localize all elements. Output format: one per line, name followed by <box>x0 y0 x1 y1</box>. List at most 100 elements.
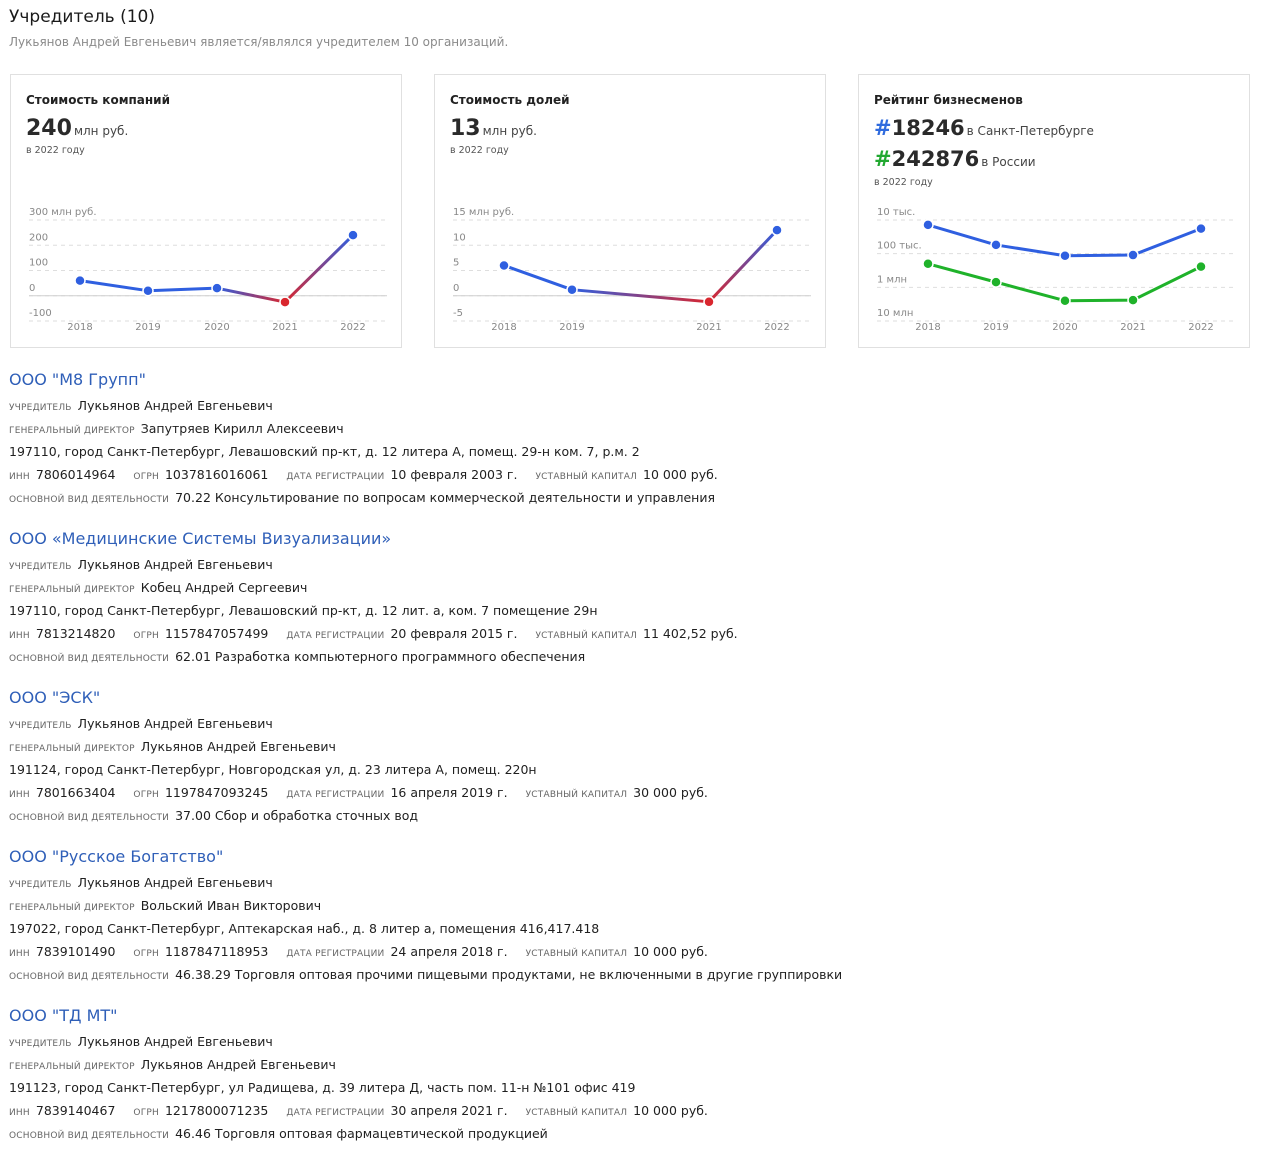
inn-value: 7801663404 <box>35 785 116 800</box>
activity-value: 37.00 Сбор и обработка сточных вод <box>175 808 418 823</box>
address-value: 197022, город Санкт-Петербург, Аптекарск… <box>9 921 600 936</box>
ogrn-value: 1197847093245 <box>164 785 269 800</box>
capital-label: уставный капитал <box>525 790 628 800</box>
address-row: 191124, город Санкт-Петербург, Новгородс… <box>9 758 1209 781</box>
company-name-link[interactable]: ООО «Медицинские Системы Визуализации» <box>9 529 392 548</box>
inn-label: инн <box>9 790 30 800</box>
address-row: 191123, город Санкт-Петербург, ул Радище… <box>9 1076 1209 1099</box>
capital-label: уставный капитал <box>525 949 628 959</box>
activity-row: основной вид деятельности 62.01 Разработк… <box>9 645 1209 668</box>
reg-date-label: дата регистрации <box>286 949 385 959</box>
founder-row: учредитель Лукьянов Андрей Евгеньевич <box>9 394 1209 417</box>
requisites-row: инн 7801663404 огрн 1197847093245 дата регис… <box>9 781 1209 804</box>
inn-label: инн <box>9 472 30 482</box>
activity-value: 46.38.29 Торговля оптовая прочими пищевы… <box>175 967 843 982</box>
capital-label: уставный капитал <box>535 631 638 641</box>
founder-value: Лукьянов Андрей Евгеньевич <box>77 398 273 413</box>
address-value: 191124, город Санкт-Петербург, Новгородс… <box>9 762 537 777</box>
activity-row: основной вид деятельности 46.46 Торговля … <box>9 1122 1209 1145</box>
ogrn-value: 1157847057499 <box>164 626 269 641</box>
y-tick-label: 100 тыс. <box>877 241 922 252</box>
reg-date-label: дата регистрации <box>286 1108 385 1118</box>
y-tick-label: -5 <box>453 308 463 319</box>
address-row: 197110, город Санкт-Петербург, Левашовск… <box>9 440 1209 463</box>
ogrn-label: огрн <box>133 949 159 959</box>
ogrn-label: огрн <box>133 1108 159 1118</box>
director-label: генеральный директор <box>9 744 135 754</box>
reg-date-value: 20 февраля 2015 г. <box>390 626 518 641</box>
director-label: генеральный директор <box>9 426 135 436</box>
series-line-segment <box>570 288 711 304</box>
founder-value: Лукьянов Андрей Евгеньевич <box>77 1034 273 1049</box>
founder-row: учредитель Лукьянов Андрей Евгеньевич <box>9 553 1209 576</box>
y-tick-label: 0 <box>29 283 35 294</box>
reg-date-label: дата регистрации <box>286 790 385 800</box>
director-value: Лукьянов Андрей Евгеньевич <box>140 1057 336 1072</box>
inn-value: 7839101490 <box>35 944 116 959</box>
reg-date-value: 24 апреля 2018 г. <box>390 944 508 959</box>
director-value: Кобец Андрей Сергеевич <box>140 580 308 595</box>
activity-label: основной вид деятельности <box>9 654 170 664</box>
x-tick-label: 2018 <box>67 322 92 333</box>
company-value-number: 240 <box>26 116 72 141</box>
data-point <box>211 282 223 294</box>
y-tick-label: 10 <box>453 232 466 243</box>
address-row: 197110, город Санкт-Петербург, Левашовск… <box>9 599 1209 622</box>
activity-row: основной вид деятельности 46.38.29 Торгов… <box>9 963 1209 986</box>
director-label: генеральный директор <box>9 903 135 913</box>
inn-label: инн <box>9 949 30 959</box>
director-value: Запутряев Кирилл Алексеевич <box>140 421 344 436</box>
ogrn-value: 1217800071235 <box>164 1103 269 1118</box>
data-point <box>1127 294 1139 306</box>
reg-date-value: 16 апреля 2019 г. <box>390 785 508 800</box>
y-tick-label: 15 млн руб. <box>453 207 514 218</box>
data-point <box>990 276 1002 288</box>
x-tick-label: 2021 <box>696 322 721 333</box>
share-value-number: 13 <box>450 116 481 141</box>
reg-date-label: дата регистрации <box>286 631 385 641</box>
company-name-link[interactable]: ООО "ЭСК" <box>9 688 101 707</box>
founder-value: Лукьянов Андрей Евгеньевич <box>77 716 273 731</box>
data-point <box>771 224 783 236</box>
activity-label: основной вид деятельности <box>9 972 170 982</box>
russia-rank-number: 242876 <box>891 147 980 171</box>
x-tick-label: 2020 <box>204 322 229 333</box>
year-note: в 2022 году <box>874 177 933 188</box>
x-tick-label: 2021 <box>1120 322 1145 333</box>
activity-label: основной вид деятельности <box>9 1131 170 1141</box>
company-name-link[interactable]: ООО "М8 Групп" <box>9 370 146 389</box>
rank-hash: # <box>874 116 892 140</box>
founder-label: учредитель <box>9 403 72 413</box>
company-item: ООО "ЭСК" учредитель Лукьянов Андрей Евген… <box>9 688 1209 827</box>
data-point <box>74 274 86 287</box>
page-subtitle: Лукьянов Андрей Евгеньевич является/явля… <box>9 35 509 49</box>
company-value-unit: млн руб. <box>73 124 129 138</box>
y-tick-label: 10 млн <box>877 308 913 319</box>
activity-label: основной вид деятельности <box>9 813 170 823</box>
y-tick-label: 100 <box>29 258 48 269</box>
ogrn-label: огрн <box>133 790 159 800</box>
founder-value: Лукьянов Андрей Евгеньевич <box>77 875 273 890</box>
director-row: генеральный директор Лукьянов Андрей Евге… <box>9 735 1209 758</box>
founder-label: учредитель <box>9 880 72 890</box>
founder-label: учредитель <box>9 721 72 731</box>
y-tick-label: 0 <box>453 283 459 294</box>
requisites-row: инн 7806014964 огрн 1037816016061 дата регис… <box>9 463 1209 486</box>
company-name-link[interactable]: ООО "ТД МТ" <box>9 1006 118 1025</box>
y-tick-label: 1 млн <box>877 274 907 285</box>
y-tick-label: 200 <box>29 232 48 243</box>
director-row: генеральный директор Кобец Андрей Сергеев… <box>9 576 1209 599</box>
activity-value: 70.22 Консультирование по вопросам комме… <box>175 490 715 505</box>
inn-label: инн <box>9 1108 30 1118</box>
data-point <box>279 296 291 308</box>
spb-rank-number: 18246 <box>891 116 965 140</box>
ogrn-value: 1187847118953 <box>164 944 269 959</box>
address-row: 197022, город Санкт-Петербург, Аптекарск… <box>9 917 1209 940</box>
data-point <box>142 284 154 297</box>
company-name-link[interactable]: ООО "Русское Богатство" <box>9 847 224 866</box>
data-point <box>1059 294 1071 307</box>
x-tick-label: 2021 <box>272 322 297 333</box>
capital-value: 10 000 руб. <box>633 944 708 959</box>
x-tick-label: 2019 <box>135 322 160 333</box>
